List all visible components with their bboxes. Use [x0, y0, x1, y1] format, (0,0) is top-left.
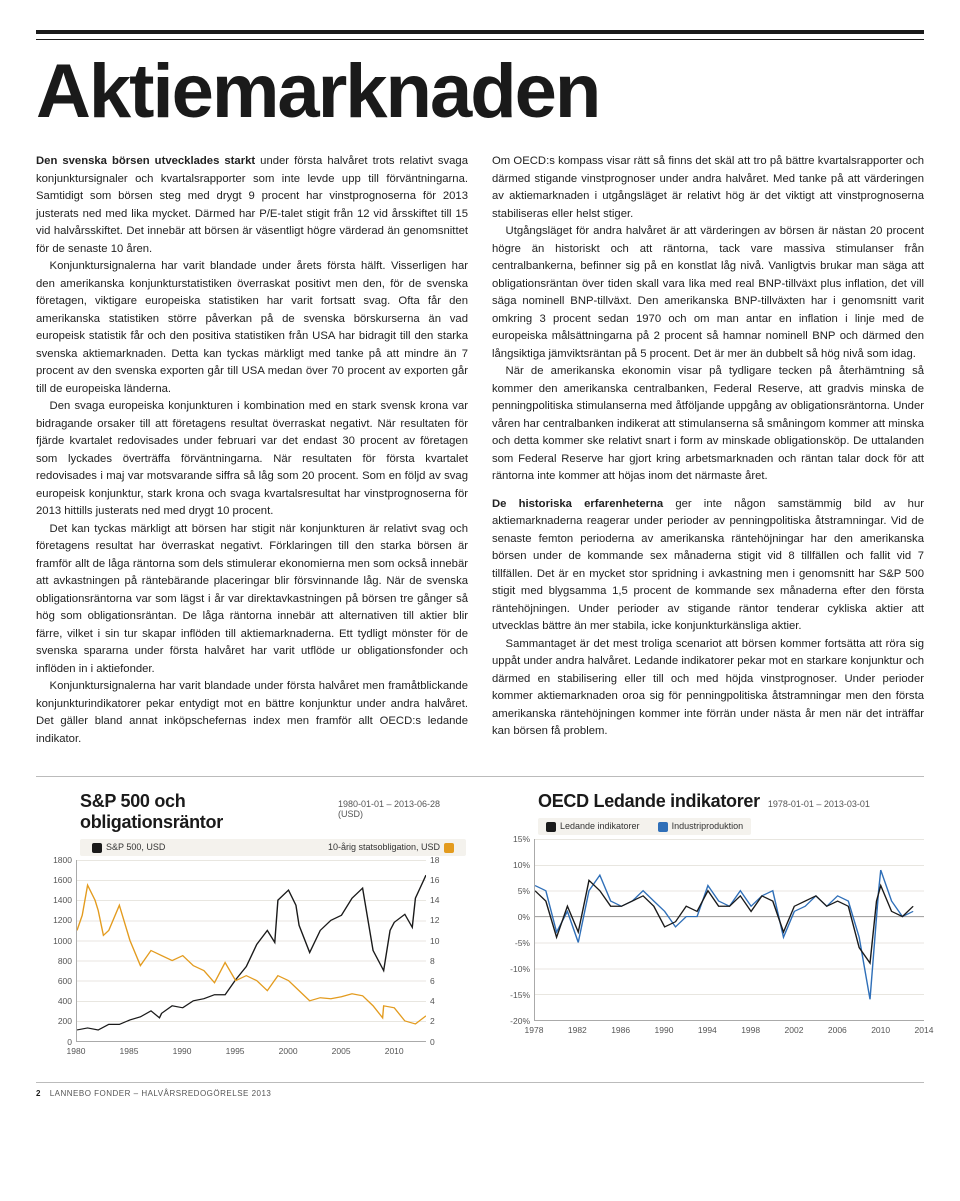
- charts-row: S&P 500 och obligationsräntor 1980-01-01…: [36, 776, 924, 1060]
- chart1-legend-left-label: S&P 500, USD: [106, 842, 165, 852]
- para-r1: Om OECD:s kompass visar rätt så finns de…: [492, 153, 924, 223]
- swatch-icon: [92, 843, 102, 853]
- chart2-legend-right-label: Industriproduktion: [672, 821, 744, 831]
- chart1-y-left: 020040060080010001200140016001800: [36, 860, 76, 1042]
- para-r5: Sammantaget är det mest troliga scenario…: [492, 636, 924, 741]
- para-r3: När de amerikanska ekonomin visar på tyd…: [492, 363, 924, 486]
- page-footer: 2 LANNEBO FONDER – HALVÅRSREDOGÖRELSE 20…: [36, 1082, 924, 1098]
- chart1-subtitle: 1980-01-01 – 2013-06-28 (USD): [338, 799, 466, 819]
- chart1-legend: S&P 500, USD 10-årig statsobligation, US…: [80, 839, 466, 856]
- chart1-plot: [76, 860, 426, 1042]
- chart2-legend-left-label: Ledande indikatorer: [560, 821, 640, 831]
- right-column: Om OECD:s kompass visar rätt så finns de…: [492, 153, 924, 748]
- para-l2: Konjunktursignalerna har varit blandade …: [36, 258, 468, 398]
- chart1-header: S&P 500 och obligationsräntor 1980-01-01…: [80, 791, 466, 833]
- para-r4-body: ger inte någon samstämmig bild av hur ak…: [492, 498, 924, 633]
- chart1-legend-right-label: 10-årig statsobligation, USD: [328, 842, 440, 852]
- para-l1-body: under första halvåret trots relativt sva…: [36, 155, 468, 255]
- chart2-title: OECD Ledande indikatorer: [538, 791, 760, 812]
- chart2-x-axis: 1978198219861990199419982002200620102014: [534, 1025, 924, 1039]
- para-r2: Utgångsläget för andra halvåret är att v…: [492, 223, 924, 363]
- chart2-legend-left: Ledande indikatorer: [546, 821, 640, 832]
- para-l1-lead: Den svenska börsen utvecklades starkt: [36, 155, 255, 167]
- swatch-icon: [658, 822, 668, 832]
- para-l3: Den svaga europeiska konjunkturen i komb…: [36, 398, 468, 521]
- chart1-legend-left: S&P 500, USD: [92, 842, 165, 853]
- chart-oecd: OECD Ledande indikatorer 1978-01-01 – 20…: [494, 791, 924, 1060]
- footer-text: LANNEBO FONDER – HALVÅRSREDOGÖRELSE 2013: [50, 1089, 272, 1098]
- chart2-legend: Ledande indikatorer Industriproduktion: [538, 818, 751, 835]
- chart2-header: OECD Ledande indikatorer 1978-01-01 – 20…: [538, 791, 924, 812]
- chart2-plot: [534, 839, 924, 1021]
- chart1-title: S&P 500 och obligationsräntor: [80, 791, 330, 833]
- chart2-legend-right: Industriproduktion: [658, 821, 744, 832]
- page-number: 2: [36, 1089, 41, 1098]
- left-column: Den svenska börsen utvecklades starkt un…: [36, 153, 468, 748]
- body-columns: Den svenska börsen utvecklades starkt un…: [36, 153, 924, 748]
- page-title: Aktiemarknaden: [36, 48, 924, 135]
- para-r4: De historiska erfarenheterna ger inte nå…: [492, 496, 924, 636]
- chart2-y-left: -20%-15%-10%-5%0%5%10%15%: [494, 839, 534, 1021]
- top-rule: [36, 30, 924, 40]
- chart1-legend-right: 10-årig statsobligation, USD: [328, 842, 454, 853]
- chart1-area: 020040060080010001200140016001800 024681…: [36, 860, 466, 1060]
- chart1-y-right: 024681012141618: [426, 860, 466, 1042]
- chart2-subtitle: 1978-01-01 – 2013-03-01: [768, 799, 870, 809]
- chart1-x-axis: 1980198519901995200020052010: [76, 1046, 426, 1060]
- para-l1: Den svenska börsen utvecklades starkt un…: [36, 153, 468, 258]
- para-l4: Det kan tyckas märkligt att börsen har s…: [36, 521, 468, 679]
- swatch-icon: [546, 822, 556, 832]
- swatch-icon: [444, 843, 454, 853]
- chart2-area: -20%-15%-10%-5%0%5%10%15% 19781982198619…: [494, 839, 924, 1039]
- para-l5: Konjunktursignalerna har varit blandade …: [36, 678, 468, 748]
- chart-sp500: S&P 500 och obligationsräntor 1980-01-01…: [36, 791, 466, 1060]
- para-r4-lead: De historiska erfarenheterna: [492, 498, 663, 510]
